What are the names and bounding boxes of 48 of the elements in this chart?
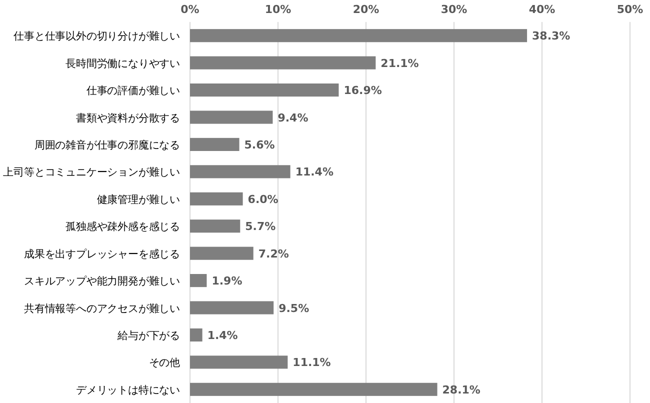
data-label: 9.4% — [278, 111, 308, 124]
y-tick-label: 孤独感や疎外感を感じる — [66, 220, 180, 234]
y-tick-label: スキルアップや能力開発が難しい — [24, 274, 181, 288]
bar — [190, 29, 528, 42]
data-label: 21.1% — [380, 56, 419, 70]
bar — [190, 56, 376, 70]
data-label: 7.2% — [258, 247, 289, 260]
y-tick-label: 周囲の雑音が仕事の邪魔になる — [34, 138, 180, 152]
bar — [190, 328, 202, 342]
x-tick-label: 10% — [264, 3, 292, 16]
data-label: 38.3% — [532, 30, 570, 43]
data-label: 28.1% — [442, 383, 480, 396]
data-label: 5.6% — [244, 138, 275, 152]
y-tick-label: 上司等とコミュニケーションが難しい — [3, 166, 181, 179]
y-tick-label: 仕事の評価が難しい — [86, 84, 181, 98]
bar — [190, 84, 339, 97]
y-tick-label: 健康管理が難しい — [96, 192, 181, 206]
data-label: 6.0% — [248, 192, 278, 206]
data-label: 11.1% — [292, 356, 331, 370]
bar — [190, 274, 207, 288]
bar — [190, 192, 243, 206]
x-tick-label: 50% — [616, 3, 644, 16]
bar — [190, 382, 438, 396]
y-tick-label: 仕事と仕事以外の切り分けが難しい — [14, 30, 181, 43]
y-tick-label: 共有情報等へのアクセスが難しい — [24, 302, 181, 315]
data-label: 5.7% — [245, 220, 276, 234]
y-tick-label: 成果を出すプレッシャーを感じる — [24, 247, 180, 260]
x-tick-label: 0% — [180, 3, 200, 16]
x-tick-label: 20% — [352, 3, 380, 16]
y-tick-label: 給与が下がる — [116, 328, 180, 342]
bar — [190, 165, 290, 178]
data-label: 1.9% — [212, 274, 242, 288]
data-label: 1.4% — [207, 328, 238, 342]
bar — [190, 110, 273, 124]
data-label: 16.9% — [344, 84, 382, 98]
y-tick-label: 書類や資料が分散する — [76, 111, 180, 124]
x-tick-label: 40% — [528, 3, 556, 16]
bar — [190, 246, 254, 260]
bar — [190, 220, 240, 233]
y-tick-label: 長時間労働になりやすい — [66, 56, 181, 70]
data-label: 11.4% — [295, 166, 334, 179]
y-tick-label: デメリットは特にない — [76, 384, 181, 396]
y-tick-label: その他 — [148, 357, 181, 370]
bar — [190, 138, 240, 151]
data-label: 9.5% — [278, 302, 310, 315]
bar — [190, 301, 274, 314]
x-tick-label: 30% — [440, 3, 468, 16]
bar — [190, 356, 288, 369]
